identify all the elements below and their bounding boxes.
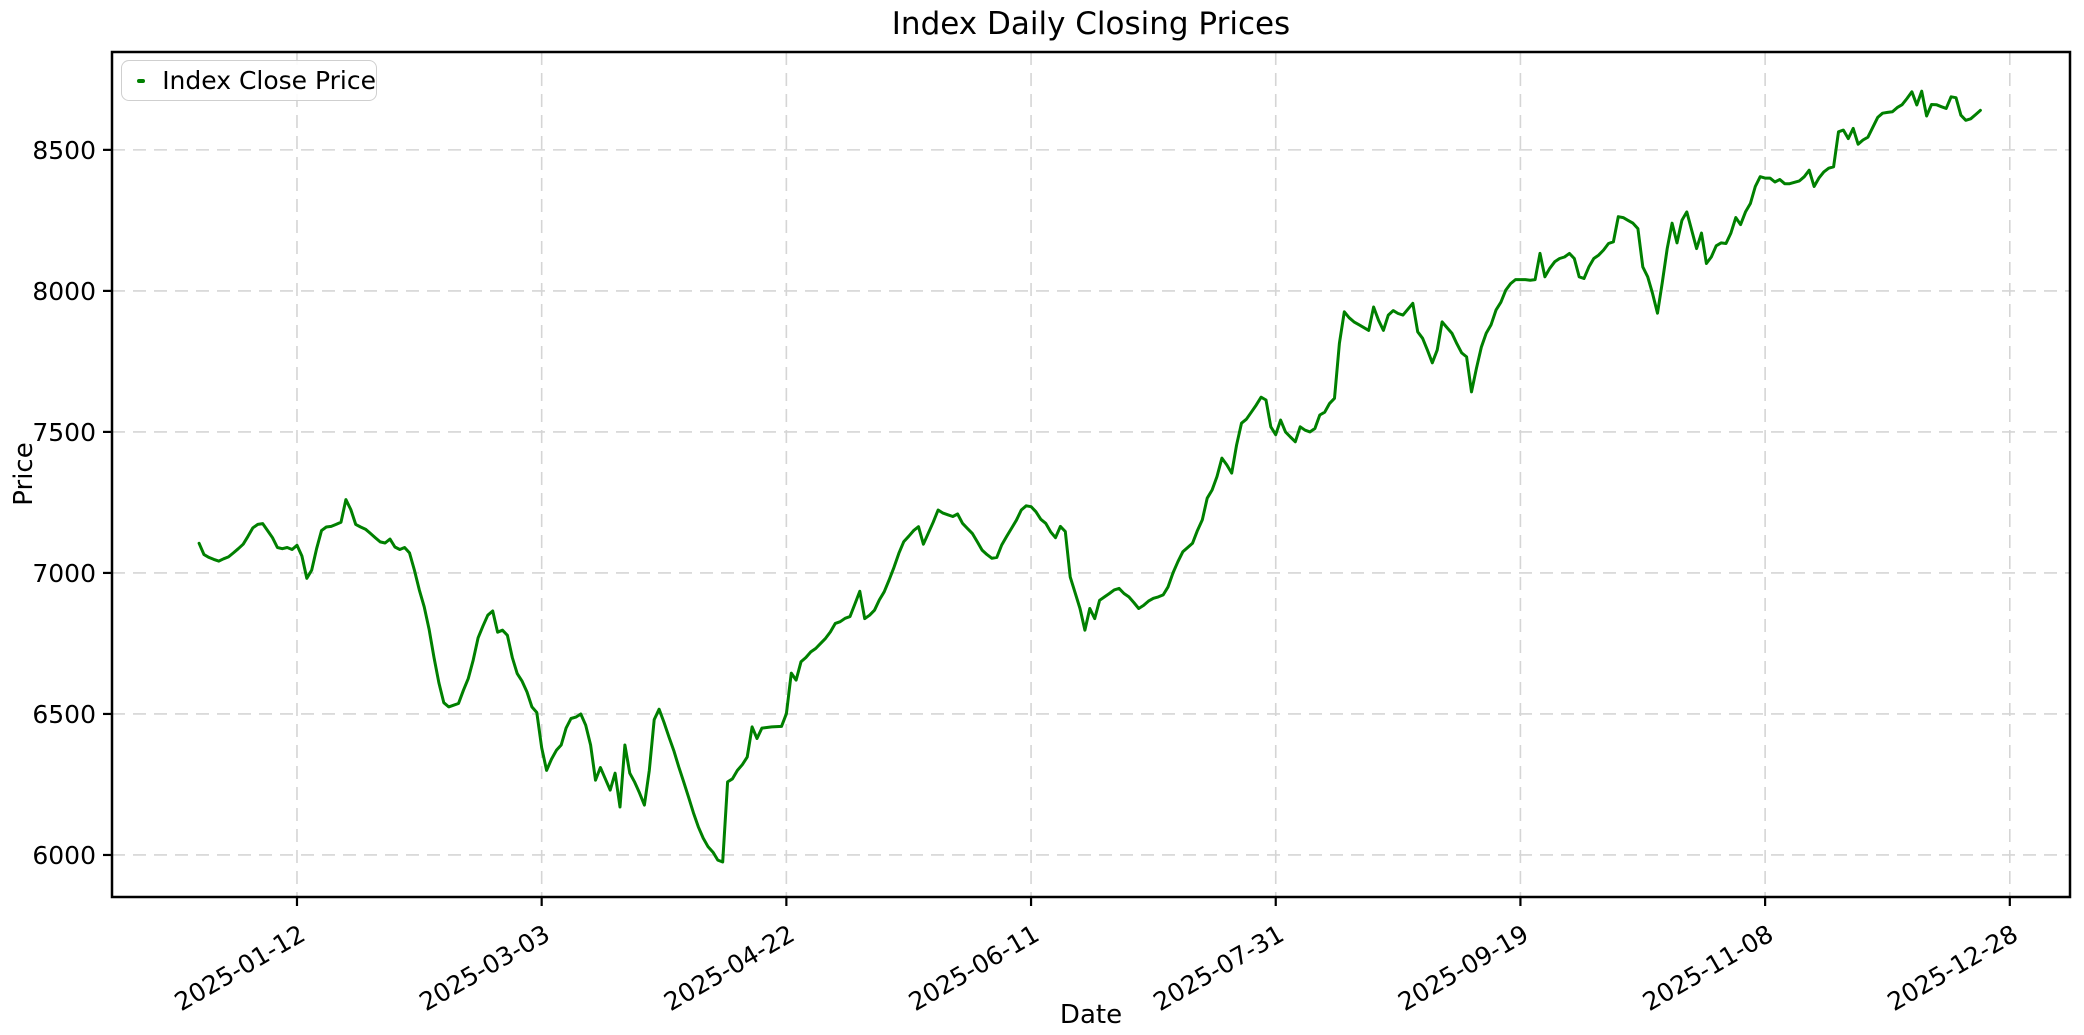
legend: Index Close Price bbox=[121, 60, 377, 101]
plot-border bbox=[110, 50, 2072, 899]
chart-title: Index Daily Closing Prices bbox=[891, 6, 1291, 42]
x-tick-label: 2025-06-11 bbox=[904, 919, 1044, 1017]
x-tick-label: 2025-01-12 bbox=[170, 919, 310, 1017]
x-axis-title: Date bbox=[1059, 1000, 1123, 1030]
x-tick-label: 2025-12-28 bbox=[1882, 919, 2022, 1017]
x-tick-label: 2025-03-03 bbox=[414, 919, 554, 1017]
legend-line-icon bbox=[137, 78, 146, 83]
x-tick-label: 2025-09-19 bbox=[1393, 919, 1533, 1017]
y-axis-title: Price bbox=[9, 442, 39, 506]
y-tick-label: 8000 bbox=[32, 277, 96, 306]
legend-label: Index Close Price bbox=[162, 66, 376, 95]
price-line bbox=[197, 89, 1982, 864]
y-tick-label: 8500 bbox=[32, 136, 96, 165]
y-tick-label: 7500 bbox=[32, 418, 96, 447]
x-tick-label: 2025-11-08 bbox=[1638, 919, 1778, 1017]
y-tick-label: 6500 bbox=[32, 700, 96, 729]
y-tick-label: 7000 bbox=[32, 559, 96, 588]
y-tick-label: 6000 bbox=[32, 841, 96, 870]
x-tick-label: 2025-07-31 bbox=[1148, 919, 1288, 1017]
x-tick-label: 2025-04-22 bbox=[659, 919, 799, 1017]
